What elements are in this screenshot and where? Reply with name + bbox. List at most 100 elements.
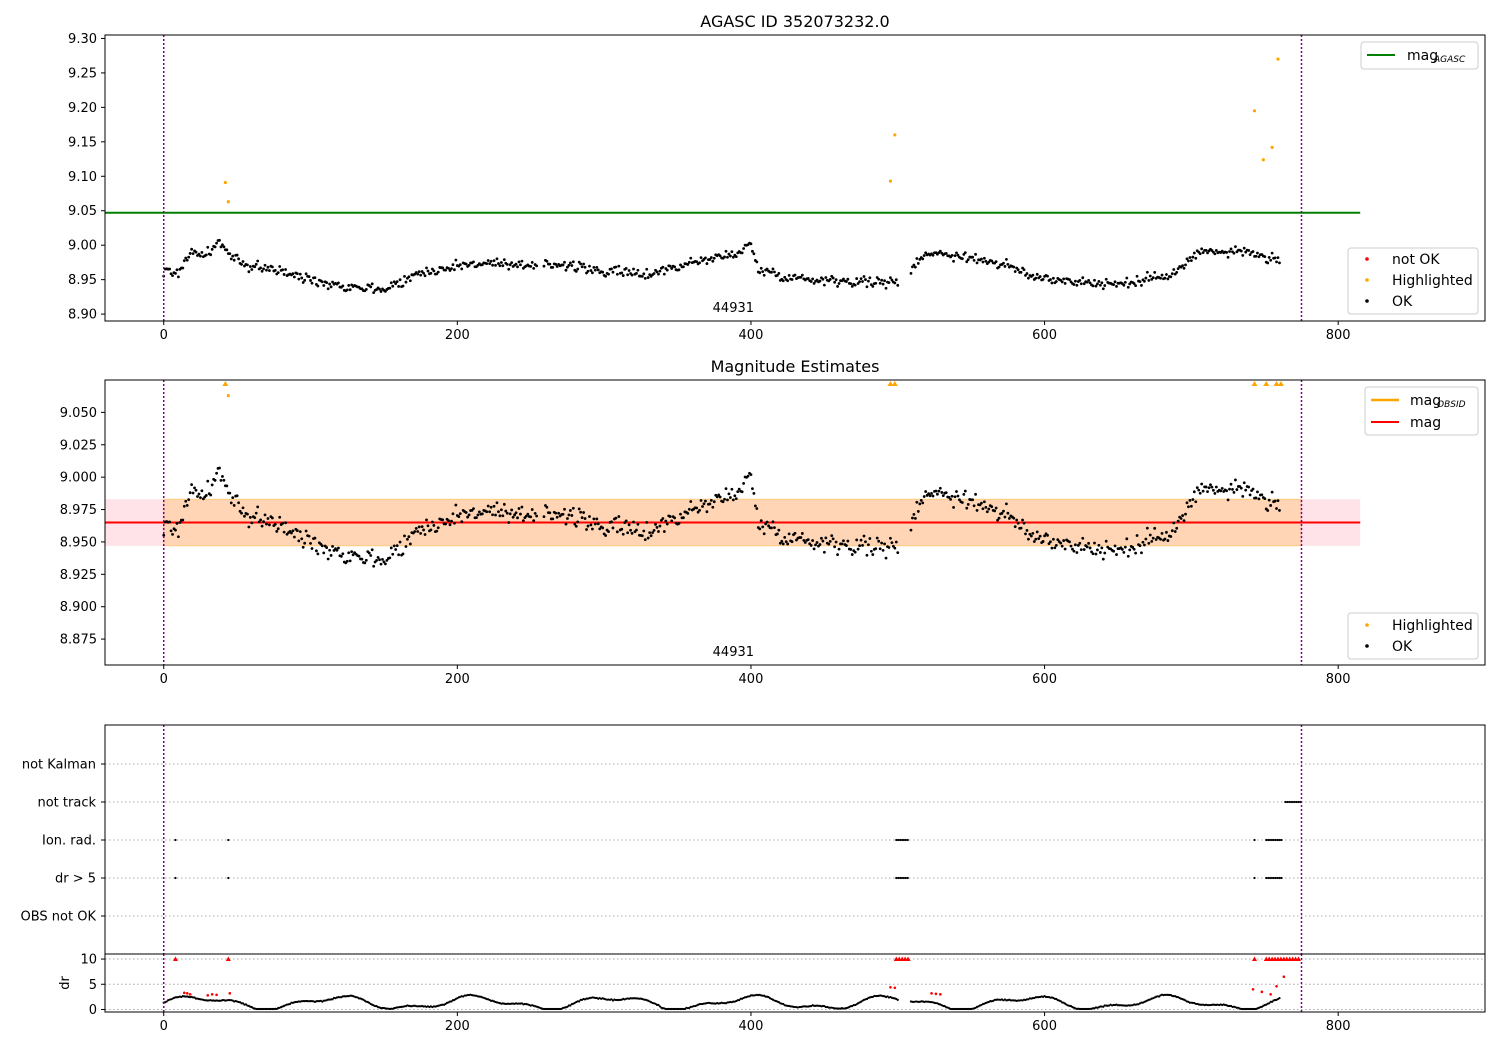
legend-label-highlighted: Highlighted bbox=[1392, 618, 1473, 634]
ok-point bbox=[486, 259, 490, 262]
ok-point bbox=[206, 245, 210, 249]
ok-point bbox=[786, 279, 790, 283]
ok-point bbox=[429, 271, 433, 275]
ok-point bbox=[282, 530, 286, 534]
ok-point bbox=[881, 548, 885, 552]
ok-point bbox=[822, 550, 826, 554]
ok-point bbox=[215, 241, 218, 245]
y-tick-label: 9.00 bbox=[68, 239, 97, 254]
ok-point bbox=[874, 547, 878, 551]
ok-point bbox=[563, 507, 566, 511]
flag-point bbox=[1268, 876, 1272, 880]
ok-point bbox=[391, 284, 395, 288]
ok-point bbox=[1097, 543, 1101, 547]
ok-point bbox=[1273, 256, 1277, 260]
flag-point bbox=[1253, 876, 1256, 880]
ok-point bbox=[1166, 277, 1170, 281]
ok-point bbox=[811, 277, 815, 281]
highlighted-point bbox=[888, 179, 893, 183]
ok-point bbox=[298, 530, 302, 534]
ok-point bbox=[218, 238, 221, 242]
ok-point bbox=[861, 280, 864, 283]
y-tick-label: 8.875 bbox=[60, 633, 97, 648]
ok-point bbox=[867, 543, 870, 547]
ok-point bbox=[793, 531, 797, 535]
flag-point bbox=[1265, 838, 1268, 842]
ok-point bbox=[1054, 280, 1058, 283]
ok-point bbox=[1173, 530, 1177, 533]
obsid-label: 44931 bbox=[713, 645, 754, 660]
ok-point bbox=[701, 505, 704, 508]
ok-point bbox=[1022, 268, 1026, 272]
flag-point bbox=[895, 838, 898, 842]
ok-point bbox=[997, 516, 1001, 520]
ok-point bbox=[250, 268, 254, 271]
ok-point bbox=[182, 259, 186, 263]
ok-point bbox=[731, 498, 735, 502]
ok-point bbox=[924, 251, 928, 255]
ok-point bbox=[379, 562, 383, 566]
ok-point bbox=[341, 284, 345, 288]
ok-point bbox=[604, 274, 608, 278]
ok-point bbox=[378, 558, 381, 562]
ok-point bbox=[404, 280, 408, 284]
ok-point bbox=[1079, 282, 1083, 286]
ok-point bbox=[576, 267, 580, 271]
ok-point bbox=[169, 529, 173, 533]
ok-point bbox=[1096, 282, 1099, 286]
ok-point bbox=[867, 279, 870, 283]
ok-point bbox=[1248, 493, 1252, 497]
ok-point bbox=[315, 549, 318, 553]
ok-point bbox=[447, 519, 450, 523]
ok-point bbox=[793, 273, 797, 277]
y-tick-label: 9.05 bbox=[68, 204, 97, 219]
ok-point bbox=[1247, 249, 1251, 252]
flag-point bbox=[1270, 876, 1274, 880]
ok-point bbox=[401, 552, 405, 556]
ok-point bbox=[1049, 540, 1052, 544]
ok-point bbox=[406, 537, 409, 541]
ok-point bbox=[545, 505, 549, 509]
ok-point bbox=[1269, 504, 1273, 507]
y-tick-label: 0 bbox=[89, 1003, 97, 1018]
ok-point bbox=[476, 513, 480, 517]
ok-point bbox=[1041, 277, 1045, 281]
ok-point bbox=[1094, 284, 1098, 288]
ok-point bbox=[1151, 276, 1155, 280]
ok-point bbox=[582, 262, 585, 266]
ok-point bbox=[871, 284, 875, 288]
ok-point bbox=[266, 517, 270, 520]
ok-point bbox=[1134, 551, 1137, 555]
ok-point bbox=[727, 252, 731, 256]
ok-point bbox=[248, 265, 252, 268]
ok-point bbox=[1229, 247, 1233, 251]
ok-point bbox=[799, 275, 803, 279]
ok-point bbox=[247, 525, 251, 529]
ok-point bbox=[298, 272, 302, 276]
dr-point bbox=[241, 1002, 245, 1005]
ok-point bbox=[276, 527, 280, 531]
ok-point bbox=[1147, 278, 1151, 282]
ok-point bbox=[451, 512, 455, 516]
ok-point bbox=[502, 258, 506, 262]
legend-marker-highlighted bbox=[1365, 623, 1369, 627]
ok-point bbox=[467, 513, 471, 517]
ok-point bbox=[266, 265, 270, 269]
ok-point bbox=[941, 494, 945, 498]
ok-point bbox=[708, 502, 712, 506]
ok-point bbox=[378, 287, 381, 291]
ok-point bbox=[651, 531, 654, 534]
ok-point bbox=[495, 501, 499, 505]
dr-clipped-marker bbox=[905, 956, 911, 962]
ok-point bbox=[273, 268, 277, 272]
ok-point bbox=[859, 538, 863, 542]
ok-point bbox=[648, 531, 652, 534]
ok-point bbox=[1016, 268, 1020, 272]
ok-point bbox=[742, 247, 746, 250]
ok-point bbox=[369, 285, 373, 289]
highlighted-clipped-marker bbox=[887, 381, 894, 386]
ok-point bbox=[1059, 541, 1063, 545]
ok-point bbox=[444, 268, 447, 272]
ok-point bbox=[348, 559, 352, 563]
ok-point bbox=[1269, 258, 1273, 262]
